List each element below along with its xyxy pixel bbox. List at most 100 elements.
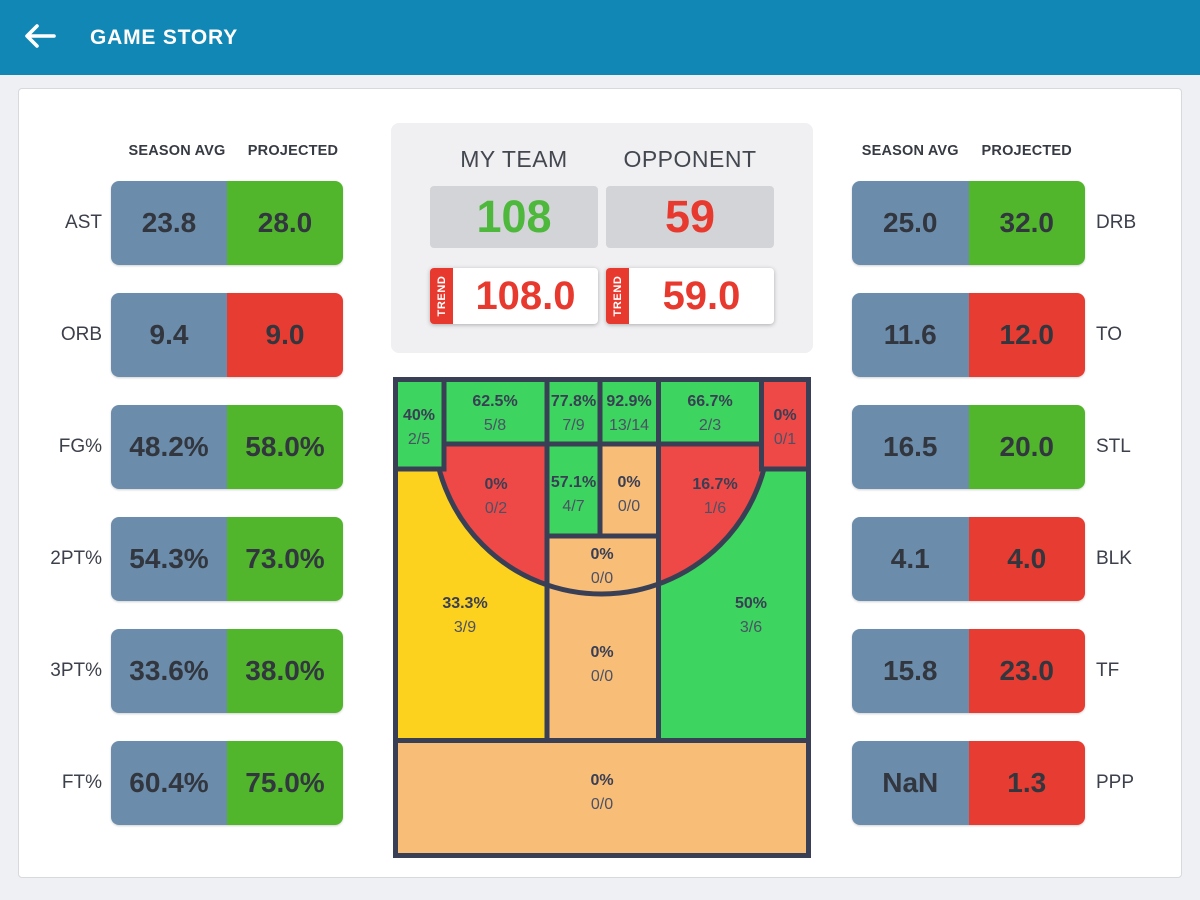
content-card: SEASON AVG PROJECTED SEASON AVG PROJECTE… xyxy=(18,88,1182,878)
zone-pct-paint-left: 57.1% xyxy=(551,474,596,491)
zone-shots-paint-left: 4/7 xyxy=(562,498,584,515)
opponent-trend-value: 59.0 xyxy=(629,268,774,324)
zone-pct-free-throw: 0% xyxy=(590,546,613,563)
stat-block: 25.0 32.0 xyxy=(852,181,1085,265)
zone-pct-baseline-left: 62.5% xyxy=(472,393,517,410)
zone-pct-mid-left: 0% xyxy=(484,476,507,493)
my-team-trend: TREND 108.0 xyxy=(430,268,598,324)
stat-label: 3PT% xyxy=(50,660,102,681)
zone-pct-paint-right: 0% xyxy=(617,474,640,491)
page-title: GAME STORY xyxy=(90,25,239,49)
zone-backcourt xyxy=(393,738,811,858)
zone-pct-wing-left-3: 33.3% xyxy=(442,595,487,612)
projected-value: 1.3 xyxy=(968,741,1085,825)
season-avg-header: SEASON AVG xyxy=(128,143,226,159)
season-avg-value: 54.3% xyxy=(111,517,227,601)
projected-value: 73.0% xyxy=(227,517,343,601)
stat-label: ORB xyxy=(60,324,102,345)
projected-value: 12.0 xyxy=(968,293,1085,377)
trend-tab: TREND xyxy=(606,268,629,324)
stat-block: 4.1 4.0 xyxy=(852,517,1085,601)
stat-block: 23.8 28.0 xyxy=(111,181,343,265)
app-bar: GAME STORY xyxy=(0,0,1200,75)
stat-label: PPP xyxy=(1096,772,1135,793)
scoreboard-panel: MY TEAM 108 TREND 108.0 OPPONENT 59 TREN… xyxy=(391,123,813,353)
zone-pct-baseline-center-right: 92.9% xyxy=(606,393,651,410)
season-avg-value: 11.6 xyxy=(852,293,969,377)
projected-value: 23.0 xyxy=(968,629,1085,713)
season-avg-value: 25.0 xyxy=(852,181,969,265)
zone-pct-top-of-key-3: 0% xyxy=(590,644,613,661)
opponent-trend: TREND 59.0 xyxy=(606,268,774,324)
stat-block: 33.6% 38.0% xyxy=(111,629,343,713)
stat-block: 54.3% 73.0% xyxy=(111,517,343,601)
season-avg-value: 16.5 xyxy=(852,405,969,489)
season-avg-value: 60.4% xyxy=(111,741,227,825)
my-team-trend-value: 108.0 xyxy=(453,268,598,324)
stat-row-ast: AST 23.8 28.0 xyxy=(31,181,343,265)
stat-row-orb: ORB 9.4 9.0 xyxy=(31,293,343,377)
zone-pct-mid-right: 16.7% xyxy=(692,476,737,493)
stat-block: 60.4% 75.0% xyxy=(111,741,343,825)
stat-block: 9.4 9.0 xyxy=(111,293,343,377)
stat-label: BLK xyxy=(1096,548,1132,569)
zone-right-corner-3 xyxy=(759,377,811,472)
stat-label: TF xyxy=(1096,660,1120,681)
zone-pct-wing-right-3: 50% xyxy=(735,595,767,612)
zone-shots-backcourt: 0/0 xyxy=(591,796,613,813)
zone-shots-mid-right: 1/6 xyxy=(704,500,726,517)
stat-row-fgpct: FG% 48.2% 58.0% xyxy=(31,405,343,489)
zone-pct-backcourt: 0% xyxy=(590,772,613,789)
projected-value: 75.0% xyxy=(227,741,343,825)
zone-pct-baseline-right: 66.7% xyxy=(687,393,732,410)
zone-pct-right-corner-3: 0% xyxy=(773,407,796,424)
projected-header: PROJECTED xyxy=(247,143,339,159)
zone-baseline-center-left xyxy=(544,377,603,447)
zone-shots-wing-left-3: 3/9 xyxy=(454,619,476,636)
court-border xyxy=(393,377,811,858)
left-stats-column: AST 23.8 28.0 ORB 9.4 9.0 FG% 48.2% 58.0% 2PT% 54.… xyxy=(31,181,343,825)
stat-row-tf: 15.8 23.0 TF xyxy=(852,629,1165,713)
stat-block: 11.6 12.0 xyxy=(852,293,1085,377)
trend-tab: TREND xyxy=(430,268,453,324)
zone-shots-baseline-center-right: 13/14 xyxy=(609,417,649,434)
season-avg-header: SEASON AVG xyxy=(861,143,959,159)
zone-shots-paint-right: 0/0 xyxy=(618,498,640,515)
zone-shots-baseline-right: 2/3 xyxy=(699,417,721,434)
stat-row-ppp: NaN 1.3 PPP xyxy=(852,741,1165,825)
projected-value: 4.0 xyxy=(968,517,1085,601)
shot-chart-court: 40% 2/5 62.5% 5/8 77.8% 7/9 92.9% 13/14 66.7% 2/3… xyxy=(393,377,811,858)
projected-value: 9.0 xyxy=(227,293,343,377)
projected-value: 32.0 xyxy=(968,181,1085,265)
left-column-headers: SEASON AVG PROJECTED xyxy=(119,143,351,159)
zone-shots-baseline-center-left: 7/9 xyxy=(562,417,584,434)
projected-header: PROJECTED xyxy=(981,143,1072,159)
projected-value: 20.0 xyxy=(968,405,1085,489)
zone-shots-right-corner-3: 0/1 xyxy=(774,431,796,448)
stat-block: 48.2% 58.0% xyxy=(111,405,343,489)
season-avg-value: 48.2% xyxy=(111,405,227,489)
zone-shots-baseline-left: 5/8 xyxy=(484,417,506,434)
opponent-score: 59 xyxy=(606,186,774,248)
zone-labels: 40% 2/5 62.5% 5/8 77.8% 7/9 92.9% 13/14 66.7% 2/3… xyxy=(403,393,797,813)
zone-shots-free-throw: 0/0 xyxy=(591,570,613,587)
projected-value: 58.0% xyxy=(227,405,343,489)
stat-label: 2PT% xyxy=(50,548,102,569)
right-column-headers: SEASON AVG PROJECTED xyxy=(852,143,1085,159)
opponent-label: OPPONENT xyxy=(623,146,757,172)
stat-label: AST xyxy=(65,212,102,233)
stat-row-3ptpct: 3PT% 33.6% 38.0% xyxy=(31,629,343,713)
zone-left-corner-3 xyxy=(393,377,447,472)
right-stats-column: 25.0 32.0 DRB 11.6 12.0 TO 16.5 20.0 STL 4.1 4.0 BL… xyxy=(852,181,1165,825)
stat-row-stl: 16.5 20.0 STL xyxy=(852,405,1165,489)
stat-block: 15.8 23.0 xyxy=(852,629,1085,713)
zone-pct-baseline-center-left: 77.8% xyxy=(551,393,596,410)
stat-row-to: 11.6 12.0 TO xyxy=(852,293,1165,377)
my-team-label: MY TEAM xyxy=(460,146,568,172)
back-button[interactable] xyxy=(20,18,60,58)
season-avg-value: 4.1 xyxy=(852,517,969,601)
opponent-column: OPPONENT 59 TREND 59.0 xyxy=(606,123,774,353)
season-avg-value: 15.8 xyxy=(852,629,969,713)
stat-row-drb: 25.0 32.0 DRB xyxy=(852,181,1165,265)
my-team-score: 108 xyxy=(430,186,598,248)
